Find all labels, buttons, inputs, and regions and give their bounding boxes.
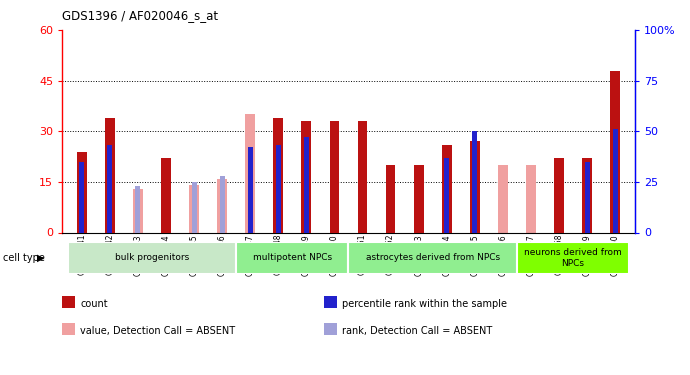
Text: rank, Detection Call = ABSENT: rank, Detection Call = ABSENT <box>342 326 493 336</box>
Bar <box>79 162 84 232</box>
Bar <box>248 147 253 232</box>
Bar <box>217 178 227 232</box>
Text: cell type: cell type <box>3 253 46 262</box>
Bar <box>105 118 115 232</box>
Bar <box>248 147 253 232</box>
Bar <box>133 189 143 232</box>
Text: percentile rank within the sample: percentile rank within the sample <box>342 299 507 309</box>
Bar <box>414 165 424 232</box>
Bar <box>584 162 589 232</box>
Bar <box>189 185 199 232</box>
Bar <box>245 114 255 232</box>
Bar <box>304 137 309 232</box>
Bar <box>442 145 452 232</box>
Bar <box>330 121 339 232</box>
Bar <box>444 158 449 232</box>
Bar <box>610 70 620 232</box>
Bar <box>526 165 536 232</box>
Bar <box>77 152 87 232</box>
Text: astrocytes derived from NPCs: astrocytes derived from NPCs <box>366 254 500 262</box>
Bar <box>498 165 508 232</box>
Bar <box>135 186 141 232</box>
Text: multipotent NPCs: multipotent NPCs <box>253 254 332 262</box>
Bar <box>192 182 197 232</box>
Bar <box>68 242 236 274</box>
Bar <box>472 131 477 232</box>
Text: neurons derived from
NPCs: neurons derived from NPCs <box>524 248 622 267</box>
Bar <box>582 158 592 232</box>
Bar <box>470 141 480 232</box>
Text: bulk progenitors: bulk progenitors <box>115 254 189 262</box>
Bar <box>386 165 395 232</box>
Text: count: count <box>80 299 108 309</box>
Bar <box>108 146 112 232</box>
Bar <box>276 146 281 232</box>
Bar <box>161 158 171 232</box>
Bar <box>348 242 517 274</box>
Bar <box>357 121 367 232</box>
Bar <box>219 176 225 232</box>
Bar <box>613 129 618 232</box>
Bar <box>302 121 311 232</box>
Bar <box>236 242 348 274</box>
Bar <box>554 158 564 232</box>
Text: ▶: ▶ <box>37 253 45 262</box>
Bar <box>273 118 283 232</box>
Text: GDS1396 / AF020046_s_at: GDS1396 / AF020046_s_at <box>62 9 218 22</box>
Bar <box>517 242 629 274</box>
Text: value, Detection Call = ABSENT: value, Detection Call = ABSENT <box>80 326 235 336</box>
